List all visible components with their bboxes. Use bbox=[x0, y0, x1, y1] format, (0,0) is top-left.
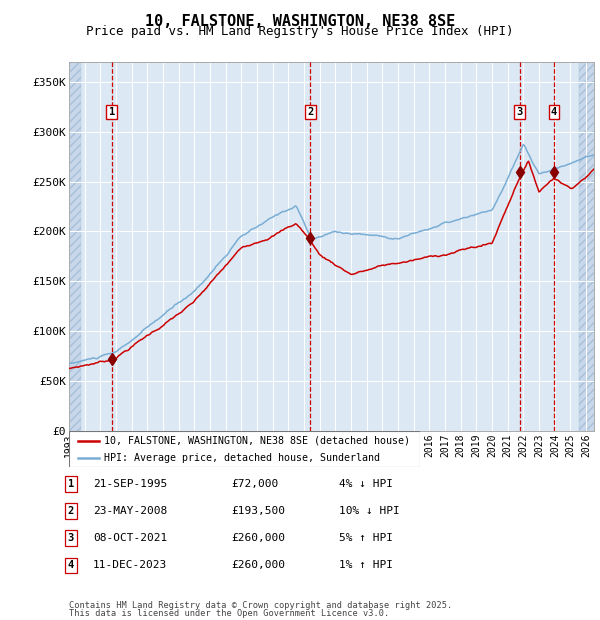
Text: 3: 3 bbox=[517, 107, 523, 117]
Text: 4: 4 bbox=[68, 560, 74, 570]
Bar bbox=[579, 52, 595, 431]
Text: 1: 1 bbox=[68, 479, 74, 489]
Text: 11-DEC-2023: 11-DEC-2023 bbox=[93, 560, 167, 570]
Bar bbox=[69, 52, 81, 431]
Text: Contains HM Land Registry data © Crown copyright and database right 2025.: Contains HM Land Registry data © Crown c… bbox=[69, 601, 452, 610]
Text: 2: 2 bbox=[307, 107, 313, 117]
Text: 23-MAY-2008: 23-MAY-2008 bbox=[93, 506, 167, 516]
Text: £260,000: £260,000 bbox=[231, 533, 285, 543]
Text: 4% ↓ HPI: 4% ↓ HPI bbox=[339, 479, 393, 489]
Text: 3: 3 bbox=[68, 533, 74, 543]
Bar bbox=[69, 52, 81, 431]
Text: 21-SEP-1995: 21-SEP-1995 bbox=[93, 479, 167, 489]
Text: £72,000: £72,000 bbox=[231, 479, 278, 489]
Bar bbox=[579, 52, 595, 431]
Text: 1: 1 bbox=[109, 107, 115, 117]
Text: 5% ↑ HPI: 5% ↑ HPI bbox=[339, 533, 393, 543]
Text: 2: 2 bbox=[68, 506, 74, 516]
Text: 08-OCT-2021: 08-OCT-2021 bbox=[93, 533, 167, 543]
Text: £193,500: £193,500 bbox=[231, 506, 285, 516]
Text: Price paid vs. HM Land Registry's House Price Index (HPI): Price paid vs. HM Land Registry's House … bbox=[86, 25, 514, 38]
Text: £260,000: £260,000 bbox=[231, 560, 285, 570]
Text: 10, FALSTONE, WASHINGTON, NE38 8SE: 10, FALSTONE, WASHINGTON, NE38 8SE bbox=[145, 14, 455, 29]
Text: 4: 4 bbox=[551, 107, 557, 117]
Text: 10, FALSTONE, WASHINGTON, NE38 8SE (detached house): 10, FALSTONE, WASHINGTON, NE38 8SE (deta… bbox=[104, 436, 410, 446]
Text: 1% ↑ HPI: 1% ↑ HPI bbox=[339, 560, 393, 570]
Text: 10% ↓ HPI: 10% ↓ HPI bbox=[339, 506, 400, 516]
Text: HPI: Average price, detached house, Sunderland: HPI: Average price, detached house, Sund… bbox=[104, 453, 380, 463]
Text: This data is licensed under the Open Government Licence v3.0.: This data is licensed under the Open Gov… bbox=[69, 609, 389, 618]
